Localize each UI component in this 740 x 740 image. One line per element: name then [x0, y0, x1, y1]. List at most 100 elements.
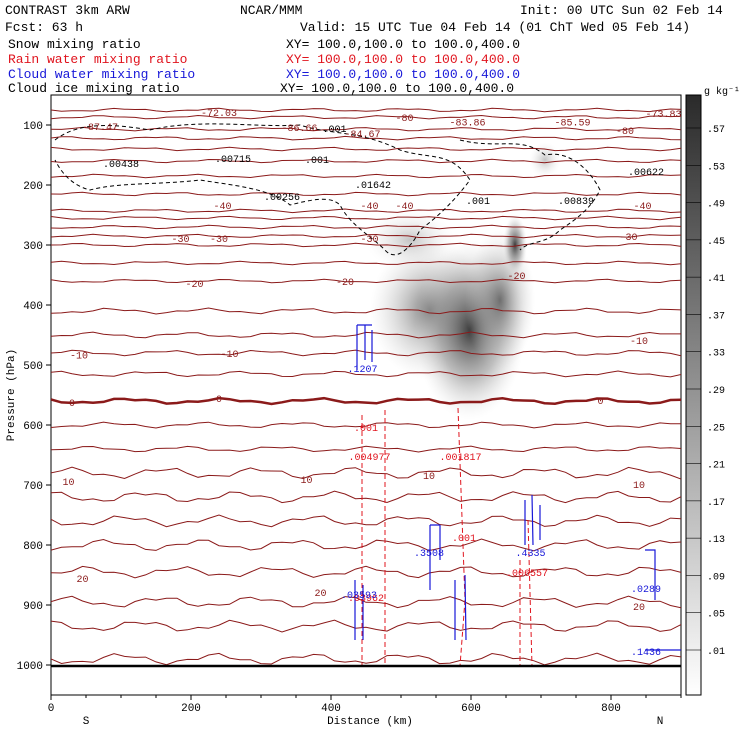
temperature-isotherm	[51, 191, 681, 197]
temperature-isotherm	[51, 224, 681, 230]
x-end-label-north: N	[657, 716, 664, 728]
colorbar: g kg⁻¹ .57 .53 .49 .45 .41 .37 .33 .29 .25 .21 .17…	[685, 86, 740, 696]
temperature-label: 0	[216, 395, 222, 406]
cloud-ice-outline	[459, 139, 601, 251]
cloud-ice-label: .00622	[628, 168, 664, 179]
temperature-isotherm	[51, 208, 681, 214]
colorbar-tick-label: .49	[707, 200, 725, 211]
temperature-label: 10	[300, 476, 312, 487]
cloud-ice-contours	[54, 123, 601, 256]
cloud-water-label: .3508	[414, 549, 444, 560]
y-tick-label: 500	[23, 361, 43, 373]
cloud-ice-outline	[54, 123, 471, 256]
header-forecast: Fcst: 63 h	[5, 20, 83, 35]
cloud-water-label: .0289	[631, 585, 661, 596]
cloud-water-contour	[356, 324, 373, 370]
temperature-label: -30	[619, 233, 637, 244]
colorbar-tick-label: .29	[707, 386, 725, 397]
colorbar-tick-label: .53	[707, 162, 725, 173]
temperature-label: -40	[360, 202, 378, 213]
temperature-label: -20	[336, 278, 354, 289]
cloud-ice-label: .00256	[264, 193, 300, 204]
colorbar-tick-label: .01	[707, 647, 725, 658]
temperature-isotherm	[51, 307, 681, 315]
temperature-label: -80	[395, 114, 413, 125]
temperature-label: -30	[360, 235, 378, 246]
temperature-label: -20	[185, 280, 203, 291]
field-cloudwater-name: Cloud water mixing ratio	[8, 67, 195, 82]
colorbar-tick-label: .45	[707, 237, 725, 248]
temperature-label: -40	[633, 202, 651, 213]
rain-label: .004977	[348, 453, 390, 464]
colorbar-tick-label: .33	[707, 349, 725, 360]
temperature-label: -10	[70, 351, 88, 362]
temperature-isotherm	[51, 652, 681, 666]
y-axis-title: Pressure (hPa)	[6, 349, 18, 441]
x-tick-label: 600	[461, 703, 481, 715]
cloud-water-contour	[645, 549, 681, 651]
temperature-label: -72.03	[201, 109, 237, 120]
cloud-ice-label: .001	[466, 197, 490, 208]
colorbar-tick-label: .41	[707, 274, 725, 285]
cloud-water-contour	[454, 574, 467, 641]
y-tick-label: 300	[23, 241, 43, 253]
cloud-water-contours	[354, 324, 681, 651]
cloud-water-label: .1436	[631, 648, 661, 659]
x-tick-label: 800	[601, 703, 621, 715]
colorbar-gradient	[685, 94, 702, 696]
temperature-isotherm	[51, 331, 681, 339]
x-end-label-south: S	[83, 716, 90, 728]
rain-contour	[527, 519, 533, 667]
temperature-label: -30	[171, 235, 189, 246]
y-tick-label: 600	[23, 421, 43, 433]
rain-label: .001	[452, 534, 476, 545]
y-tick-label: 700	[23, 481, 43, 493]
temperature-isotherm	[51, 445, 681, 453]
field-cloudice-name: Cloud ice mixing ratio	[8, 81, 180, 96]
cloud-ice-label: .01642	[355, 181, 391, 192]
y-tick-label: 800	[23, 541, 43, 553]
temperature-isotherm	[51, 173, 681, 179]
temperature-label: -85.59	[554, 119, 590, 130]
temperature-isotherm	[51, 135, 681, 141]
temperature-label: -83.86	[449, 119, 485, 130]
colorbar-tick-label: .21	[707, 461, 725, 472]
rain-label: .03962	[348, 594, 384, 605]
field-snow-name: Snow mixing ratio	[8, 37, 141, 52]
temperature-label: 20	[633, 603, 645, 614]
y-tick-label: 1000	[17, 661, 43, 673]
temperature-isotherm	[51, 538, 681, 552]
rain-label: .001	[354, 424, 378, 435]
rain-label: .001817	[439, 453, 481, 464]
temperature-label: -87.47	[82, 123, 118, 134]
temperature-isotherm	[51, 370, 681, 378]
cloud-ice-label: .001	[305, 156, 329, 167]
temperature-contours	[51, 107, 681, 666]
temperature-isotherm	[51, 349, 681, 357]
contour-labels: -72.03 -87.47 -86.66 -84.67 -80 -83.86 -85.59 -…	[62, 109, 681, 659]
temperature-label: -10	[630, 337, 648, 348]
temperature-label: -86.66	[281, 124, 317, 135]
temperature-isotherm	[51, 260, 681, 266]
temperature-label: 10	[633, 481, 645, 492]
temperature-label: 20	[76, 575, 88, 586]
colorbar-tick-label: .09	[707, 572, 725, 583]
temperature-label: 10	[423, 472, 435, 483]
temperature-isotherm	[51, 242, 681, 248]
y-tick-label: 200	[23, 181, 43, 193]
header-model: CONTRAST 3km ARW	[5, 3, 130, 18]
field-rain-name: Rain water mixing ratio	[8, 52, 187, 67]
rain-water-contours	[361, 407, 533, 667]
temperature-isotherm	[51, 514, 681, 528]
cloud-water-contour	[429, 524, 441, 590]
temperature-label: -10	[220, 350, 238, 361]
cloud-ice-label: .001	[322, 125, 346, 136]
temperature-isotherm	[51, 107, 681, 113]
y-tick-label: 100	[23, 121, 43, 133]
temperature-label: -30	[210, 235, 228, 246]
temperature-label: 0	[69, 399, 75, 410]
y-tick-label: 900	[23, 601, 43, 613]
temperature-label: 10	[62, 478, 74, 489]
cloud-ice-label: .00438	[103, 160, 139, 171]
